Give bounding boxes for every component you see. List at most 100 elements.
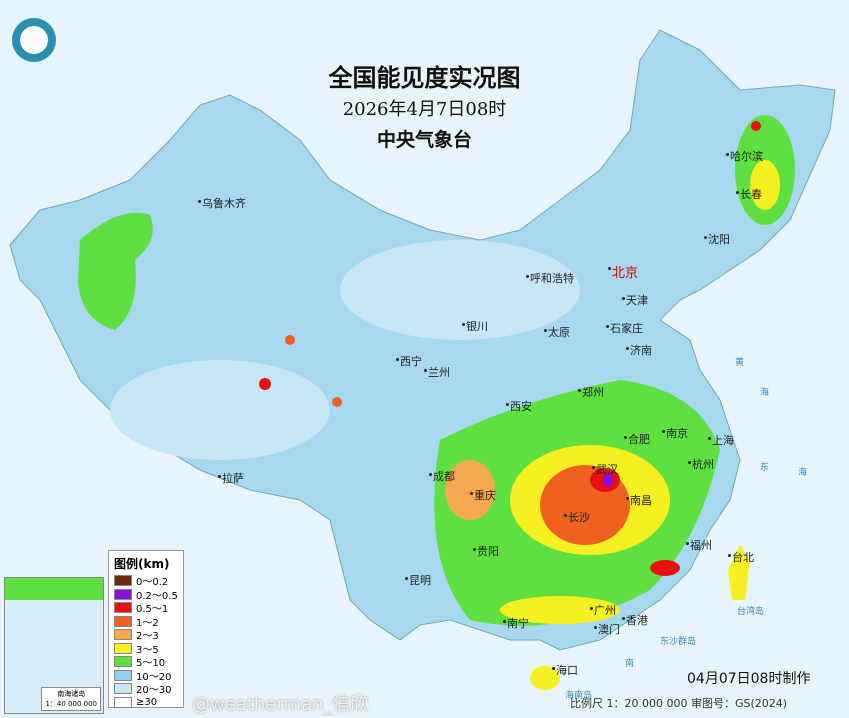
legend-swatch [114,696,132,708]
legend-item: 3～5 [114,642,178,656]
legend-item: ≥30 [114,696,178,710]
inset-caption: 南海诸岛 1：40 000 000 [41,687,101,711]
light-area-north [340,240,580,340]
purple-wuhan [603,473,613,487]
green-xinjiang [78,212,153,330]
cma-logo [12,18,56,62]
city-label: 台北 [728,551,754,564]
legend-swatch [114,642,132,654]
legend-item: 0.2～0.5 [114,588,178,602]
city-label: 广州 [590,604,616,617]
map-agency: 中央气象台 [376,129,472,151]
city-label: 成都 [429,470,455,483]
sea-label: 台湾岛 [737,607,765,617]
watermark: @weatherman_信欣 [192,694,369,715]
legend-label: 1～2 [136,617,159,629]
city-label: 呼和浩特 [526,272,574,285]
legend-item: 10～20 [114,669,178,683]
legend-item: 20～30 [114,682,178,696]
sea-label: 黄 [735,358,745,368]
legend-swatch [114,656,132,668]
sea-label: 南 [625,659,635,669]
legend-swatch [114,683,132,695]
city-label: 乌鲁木齐 [198,197,246,210]
inset-scale: 1：40 000 000 [45,700,97,708]
city-label: 沈阳 [704,233,730,246]
city-label: 银川 [462,320,488,333]
city-label: 福州 [686,539,712,552]
taiwan-island [728,545,750,600]
legend-swatch [114,669,132,681]
city-label: 武汉 [592,463,618,476]
city-label: 长沙 [564,511,590,524]
scale-note: 比例尺 1：20 000 000 审图号：GS(2024) [570,697,788,710]
city-label: 重庆 [470,489,496,502]
red-spot-tibet2 [285,335,295,345]
city-label: 澳门 [594,623,620,636]
city-label: 海口 [552,664,578,677]
south-china-sea-inset: 南海诸岛 1：40 000 000 [4,577,104,714]
city-label: 长春 [736,188,762,201]
legend: 图例(km) 0～0.2 0.2～0.5 0.5～1 1～2 2～3 3～5 5～10 10～… [108,550,184,708]
legend-label: 2～3 [136,631,159,643]
legend-label: 0～0.2 [136,577,169,589]
legend-swatch [114,602,132,614]
production-time: 04月07日08时制作 [687,671,811,687]
sea-label: 东沙群岛 [660,637,697,647]
city-label: 西宁 [396,355,422,368]
yellow-coast [500,596,620,624]
red-spot-tibet1 [259,378,271,390]
legend-label: 3～5 [136,644,159,656]
inset-land [5,578,103,600]
city-label: 杭州 [688,458,714,471]
legend-label: 10～20 [136,671,172,683]
hainan-island [530,666,560,690]
inset-title: 南海诸岛 [57,690,86,698]
city-label: 昆明 [405,574,431,587]
red-spot-heilongjiang [751,121,761,131]
city-label: 太原 [544,326,570,339]
light-area-tibet [110,360,330,460]
red-spot-tibet3 [332,397,342,407]
red-fujian [650,560,680,576]
legend-swatch [114,588,132,600]
legend-title: 图例(km) [114,557,170,571]
city-label: 郑州 [578,386,604,399]
legend-swatch [114,575,132,587]
sea-label: 东 [760,463,770,473]
legend-label: 0.2～0.5 [136,590,178,602]
legend-label: 5～10 [136,658,166,670]
yellow-heilongjiang [750,160,780,210]
map-datetime: 2026年4月7日08时 [342,99,507,120]
legend-label: 20～30 [136,685,172,697]
legend-swatch [114,629,132,641]
legend-item: 0.5～1 [114,601,178,615]
legend-label: ≥30 [136,696,158,708]
legend-item: 1～2 [114,615,178,629]
sea-label: 海 [798,468,808,478]
city-label: 南宁 [503,617,529,630]
city-label: 北京 [607,262,638,281]
city-label: 天津 [622,294,648,307]
sea-label: 海南岛 [565,691,593,701]
city-label: 拉萨 [218,472,244,485]
sea-label: 海 [760,388,770,398]
map-title: 全国能见度实况图 [328,63,521,92]
city-label: 西安 [506,400,532,413]
city-label: 兰州 [424,366,450,379]
city-label: 南昌 [626,494,652,507]
orange-sichuan [445,460,495,520]
city-label: 合肥 [624,433,650,446]
city-label: 南京 [662,427,688,440]
legend-label: 0.5～1 [136,604,169,616]
legend-item: 5～10 [114,655,178,669]
city-label: 济南 [626,344,652,357]
legend-item: 0～0.2 [114,574,178,588]
legend-item: 2～3 [114,628,178,642]
city-label: 上海 [708,434,734,447]
city-label: 香港 [622,614,648,627]
legend-swatch [114,615,132,627]
city-label: 贵阳 [473,545,499,558]
